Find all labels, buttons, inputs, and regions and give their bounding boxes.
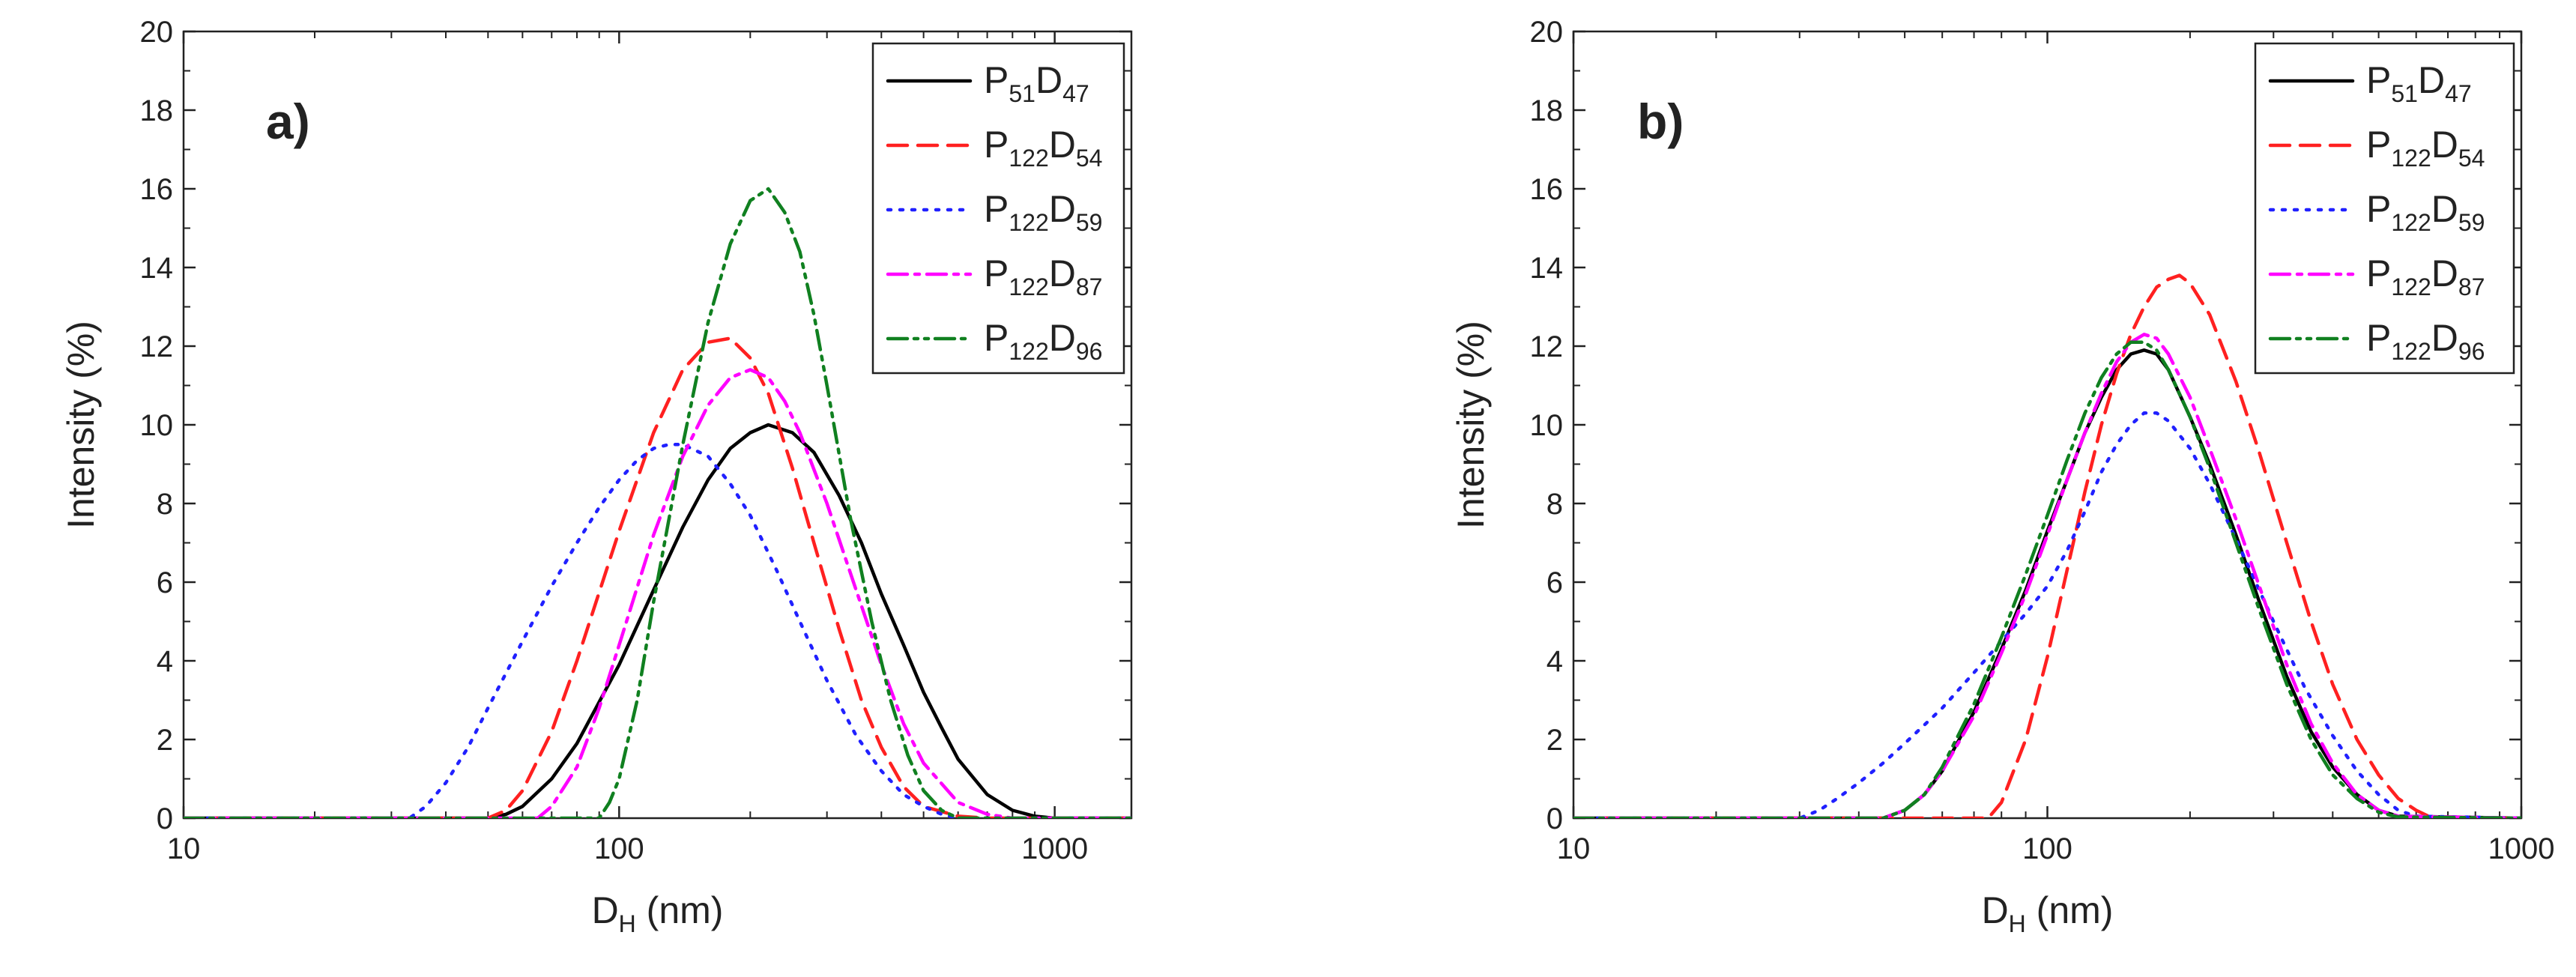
series-line-P122D87	[1573, 333, 2521, 818]
legend-label-P122D54: P122D54	[984, 124, 1102, 172]
x-tick-label: 1000	[1021, 832, 1088, 865]
x-tick-label: 100	[2022, 832, 2072, 865]
y-tick-label: 12	[140, 330, 174, 363]
legend-label-P122D96: P122D96	[2366, 317, 2485, 365]
series-line-P122D87	[184, 368, 1131, 818]
y-tick-label: 6	[1546, 566, 1563, 599]
legend-label-P122D59: P122D59	[984, 188, 1102, 236]
chart-panel-b: 0 2 4 6 8 10 12 14 16 18 20 10 100 1000 DH (nm) Intensi…	[1450, 16, 2554, 937]
x-tick-label: 10	[1557, 832, 1591, 865]
series-line-P122D54	[1573, 273, 2521, 818]
y-tick-label: 4	[1546, 645, 1563, 678]
y-tick-label: 2	[157, 724, 173, 757]
y-tick-label: 20	[1530, 16, 1564, 49]
y-tick-label: 6	[157, 566, 173, 599]
legend: P51D47 P122D54 P122D59 P122D87 P122D96	[2254, 42, 2515, 375]
legend: P51D47 P122D54 P122D59 P122D87 P122D96	[871, 42, 1125, 375]
y-tick-label: 14	[140, 252, 174, 285]
x-axis-title: DH (nm)	[1982, 889, 2114, 937]
series-line-P51D47	[1573, 348, 2521, 818]
legend-label-P122D87: P122D87	[984, 252, 1102, 300]
y-tick-label: 16	[1530, 173, 1564, 206]
y-axis-title: Intensity (%)	[1450, 321, 1492, 529]
y-tick-label: 2	[1546, 724, 1563, 757]
y-tick-label: 14	[1530, 252, 1564, 285]
x-tick-label: 1000	[2488, 832, 2555, 865]
y-tick-label: 18	[140, 94, 174, 127]
x-tick-label: 100	[594, 832, 644, 865]
legend-label-P122D54: P122D54	[2366, 124, 2485, 172]
y-tick-label: 8	[1546, 488, 1563, 521]
y-tick-label: 20	[140, 16, 174, 49]
y-tick-label: 0	[157, 802, 173, 835]
y-tick-label: 16	[140, 173, 174, 206]
y-tick-label: 10	[1530, 409, 1564, 442]
legend-label-P122D96: P122D96	[984, 317, 1102, 365]
y-tick-label: 12	[1530, 330, 1564, 363]
y-tick-label: 0	[1546, 802, 1563, 835]
y-tick-label: 10	[140, 409, 174, 442]
panel-label: a)	[266, 94, 310, 149]
legend-box	[2254, 42, 2515, 375]
y-tick-label: 4	[157, 645, 173, 678]
y-axis-title: Intensity (%)	[60, 321, 102, 529]
y-tick-label: 8	[157, 488, 173, 521]
series-line-P51D47	[184, 423, 1131, 818]
chart-panel-a: 0 2 4 6 8 10 12 14 16 18 20 10 100 1000 DH (nm) Intensi…	[60, 16, 1133, 937]
series-line-P122D59	[1573, 411, 2521, 818]
x-tick-label: 10	[167, 832, 201, 865]
legend-label-P122D87: P122D87	[2366, 252, 2485, 300]
y-tick-label: 18	[1530, 94, 1564, 127]
panel-label: b)	[1637, 94, 1684, 149]
series-line-P122D96	[1573, 340, 2521, 818]
series-line-P122D59	[184, 443, 1131, 818]
series-line-P122D96	[184, 187, 1131, 818]
x-axis-title: DH (nm)	[592, 889, 724, 937]
legend-label-P51D47: P51D47	[2366, 59, 2472, 107]
legend-label-P51D47: P51D47	[984, 59, 1089, 107]
legend-label-P122D59: P122D59	[2366, 188, 2485, 236]
